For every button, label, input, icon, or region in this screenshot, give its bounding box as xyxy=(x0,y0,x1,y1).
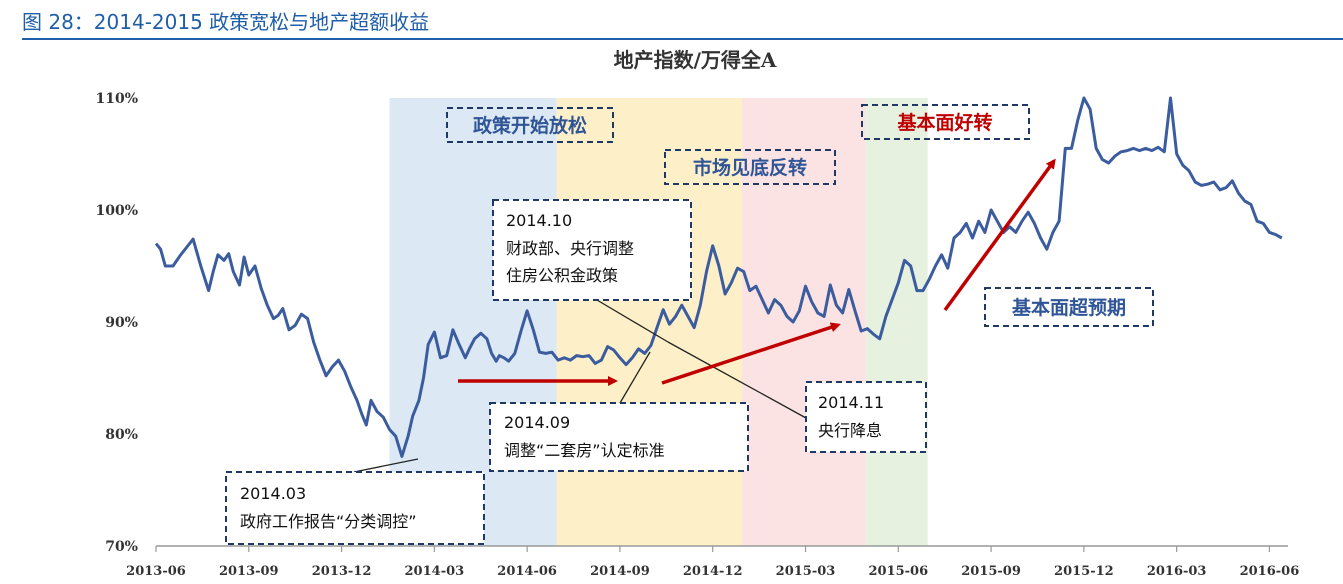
x-tick-label: 2016-03 xyxy=(1147,564,1207,579)
connector-2014-10-b xyxy=(667,341,807,419)
phase-label-2-text: 市场见底反转 xyxy=(693,156,807,179)
annotation-2014-03-text: 政府工作报告“分类调控” xyxy=(240,512,417,531)
phase-label-2: 市场见底反转 xyxy=(664,149,836,185)
trend-arrow-3 xyxy=(943,158,1056,312)
header-rule xyxy=(22,38,1343,40)
annotation-2014-10-date: 2014.10 xyxy=(506,211,572,230)
phase-label-1: 政策开始放松 xyxy=(446,107,614,143)
x-tick-label: 2015-06 xyxy=(868,564,928,579)
connector-2014-09 xyxy=(619,351,651,404)
axes: 70% 80% 90% 100% 110% 2013-06 2013-09 2013-12 20… xyxy=(95,91,1299,579)
annotation-2014-11: 2014.11 央行降息 xyxy=(805,381,927,453)
annotation-2014-09-text: 调整“二套房”认定标准 xyxy=(504,441,665,460)
annotation-fundamentals-text: 基本面超预期 xyxy=(1011,296,1126,319)
connector-2014-10-a xyxy=(596,299,669,343)
x-tick-label: 2014-06 xyxy=(497,564,557,579)
trend-arrows xyxy=(458,158,1056,386)
phase-labels: 政策开始放松 市场见底反转 基本面好转 xyxy=(446,104,1030,185)
series-line xyxy=(154,96,1283,458)
x-tick-label: 2014-09 xyxy=(590,564,650,579)
annotation-2014-10-line2: 住房公积金政策 xyxy=(506,266,618,285)
x-tick-label: 2015-12 xyxy=(1054,564,1114,579)
annotation-fundamentals: 基本面超预期 xyxy=(984,287,1154,327)
x-tick-label: 2013-12 xyxy=(312,564,372,579)
phase-band-3 xyxy=(742,98,866,546)
x-tick-label: 2013-09 xyxy=(219,564,279,579)
trend-arrow-2 xyxy=(661,322,841,385)
annotation-2014-09-date: 2014.09 xyxy=(504,413,570,432)
y-tick-label: 100% xyxy=(95,203,138,219)
phase-label-3: 基本面好转 xyxy=(861,104,1030,140)
y-tick-label: 70% xyxy=(105,539,138,555)
x-tick-label: 2014-12 xyxy=(683,564,743,579)
x-tick-label: 2013-06 xyxy=(126,564,186,579)
annotation-2014-11-date: 2014.11 xyxy=(818,393,884,412)
connector-2014-03 xyxy=(353,458,419,473)
x-tick-label: 2014-03 xyxy=(405,564,465,579)
annotation-2014-09: 2014.09 调整“二套房”认定标准 xyxy=(489,402,749,472)
figure-header: 图 28：2014-2015 政策宽松与地产超额收益 xyxy=(0,0,1343,40)
annotation-2014-11-text: 央行降息 xyxy=(818,421,882,440)
y-tick-label: 110% xyxy=(95,91,138,107)
x-tick-label: 2016-06 xyxy=(1240,564,1300,579)
y-tick-label: 90% xyxy=(105,315,138,331)
y-tick-label: 80% xyxy=(105,427,138,443)
annotation-2014-10-line1: 财政部、央行调整 xyxy=(506,239,634,258)
annotation-connectors xyxy=(353,299,807,473)
x-tick-label: 2015-09 xyxy=(961,564,1021,579)
annotation-2014-03: 2014.03 政府工作报告“分类调控” xyxy=(225,471,485,545)
phase-label-1-text: 政策开始放松 xyxy=(473,114,587,137)
figure-title: 图 28：2014-2015 政策宽松与地产超额收益 xyxy=(22,10,430,34)
annotation-2014-03-date: 2014.03 xyxy=(240,484,306,503)
annotation-2014-10: 2014.10 财政部、央行调整 住房公积金政策 xyxy=(492,199,692,301)
phase-band-4 xyxy=(865,98,928,546)
chart-title: 地产指数/万得全A xyxy=(614,48,777,72)
x-tick-label: 2015-03 xyxy=(776,564,836,579)
phase-label-3-text: 基本面好转 xyxy=(896,111,992,134)
phase-backgrounds xyxy=(389,98,928,546)
